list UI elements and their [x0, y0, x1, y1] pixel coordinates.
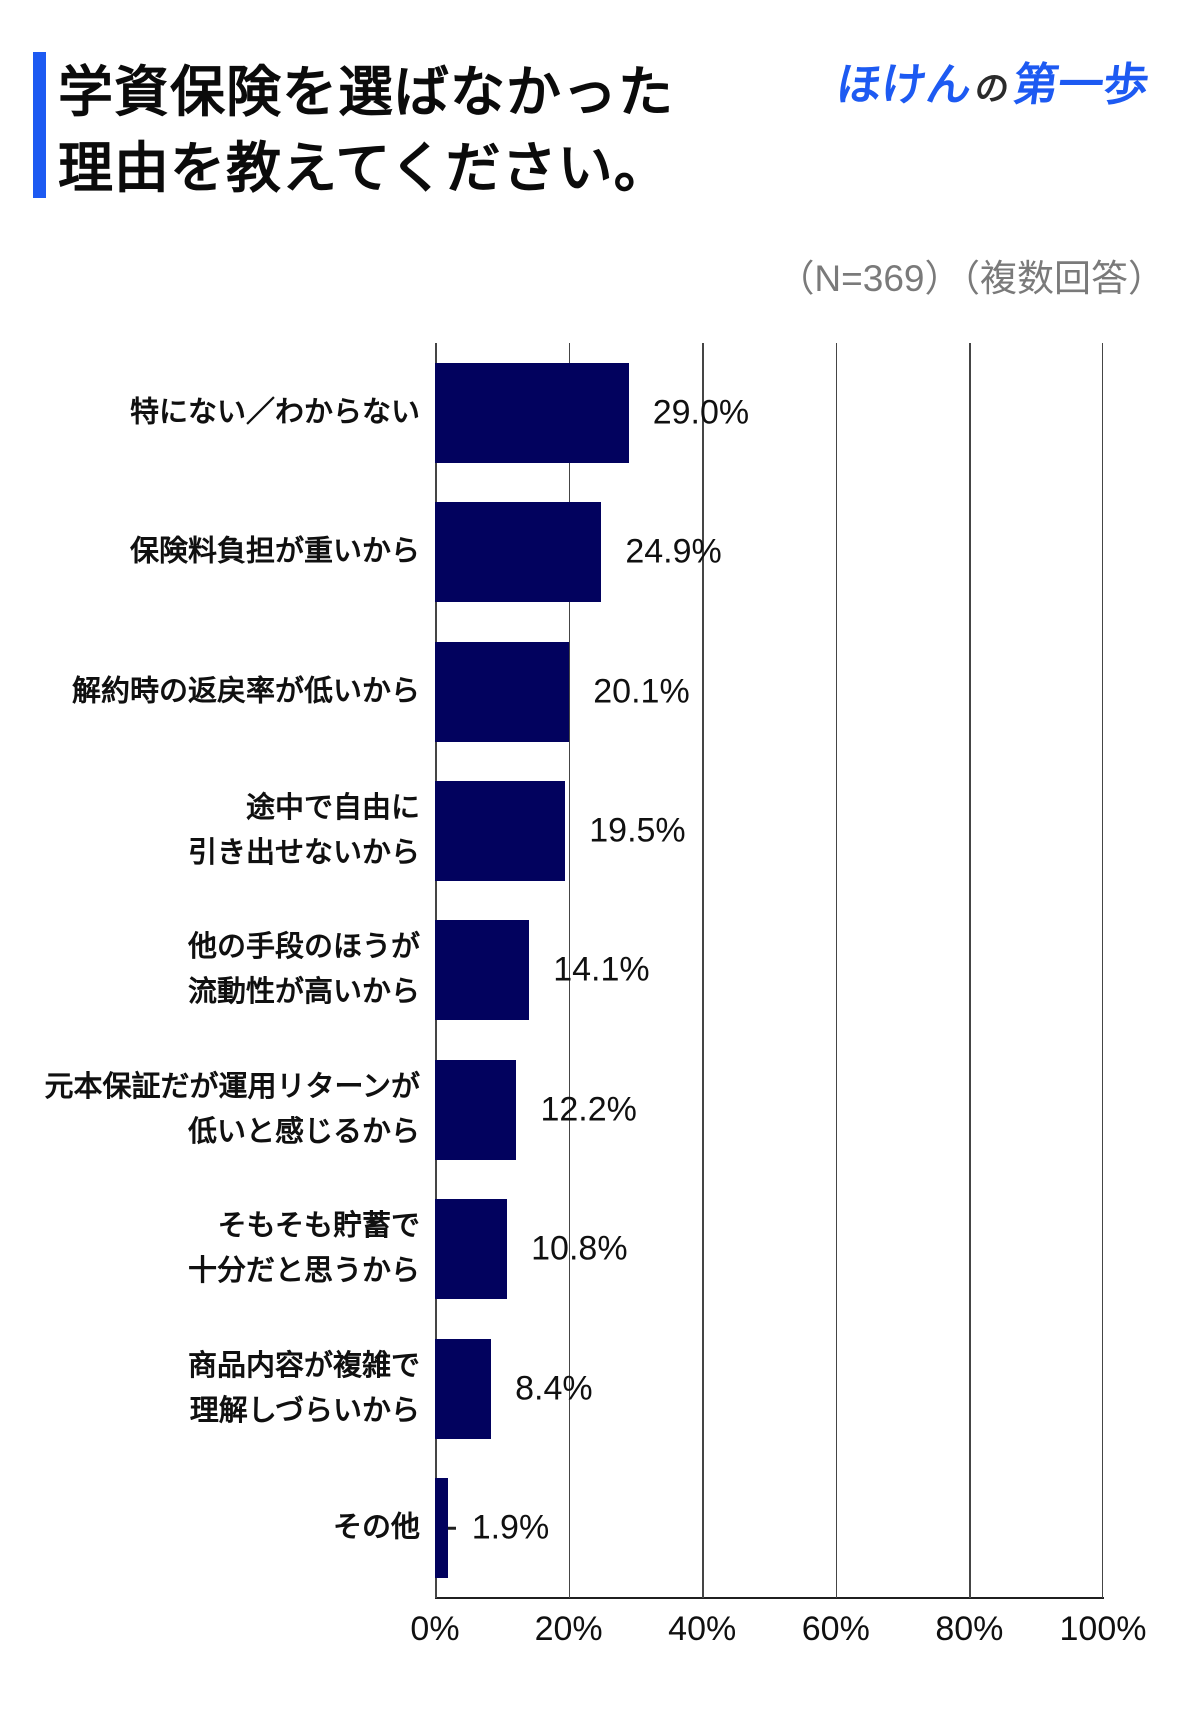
value-label: 29.0%	[652, 393, 750, 432]
gridline	[702, 343, 704, 1598]
value-label: 10.8%	[531, 1229, 628, 1268]
logo-text-daiippo: 第一歩	[1010, 59, 1152, 110]
page-title: 学資保険を選ばなかった 理由を教えてください。	[58, 54, 674, 206]
category-label: 保険料負担が重いから	[129, 535, 420, 568]
bar-row: 24.9% 保険料負担が重いから	[130, 482, 1103, 621]
gridline	[1101, 343, 1103, 1598]
category-label: 解約時の返戻率が低いから	[71, 675, 420, 708]
category-label: その他	[332, 1511, 420, 1544]
plot-area: 29.0% 特にない／わからない 24.9% 保険料負担が重いから 20.1% 解約時の返…	[44, 343, 1104, 1599]
x-tick-label: 60%	[801, 1610, 870, 1648]
x-tick-label: 80%	[935, 1610, 1004, 1648]
bar	[435, 781, 566, 882]
brand-logo: ほけん の 第一歩	[833, 48, 1153, 113]
category-label: 他の手段のほうが 流動性が高いから	[187, 931, 420, 1009]
category-label: そもそも貯蓄で 十分だと思うから	[187, 1210, 420, 1288]
value-label: 1.9%	[471, 1508, 550, 1547]
gridline	[568, 343, 571, 1598]
category-label: 特にない／わからない	[129, 396, 420, 429]
x-tick-label: 20%	[534, 1610, 603, 1648]
gridline	[969, 343, 971, 1598]
bar	[435, 920, 530, 1021]
bar	[435, 1478, 448, 1579]
survey-note: （N=369）（複数回答）	[777, 258, 1165, 299]
logo-text-hoken: ほけん	[833, 59, 975, 110]
bar	[435, 1059, 517, 1160]
bar	[435, 362, 629, 463]
bar	[435, 641, 570, 742]
bar-row: 29.0% 特にない／わからない	[130, 343, 1103, 482]
bar	[435, 1199, 508, 1300]
bar-row: 12.2% 元本保証だが運用リターンが 低いと感じるから	[44, 1040, 1103, 1179]
category-label: 商品内容が複雑で 理解しづらいから	[187, 1349, 420, 1427]
bar	[435, 1338, 492, 1439]
bar-row: 10.8% そもそも貯蓄で 十分だと思うから	[188, 1180, 1103, 1319]
value-label: 24.9%	[625, 532, 722, 571]
value-label: 20.1%	[593, 672, 690, 711]
bar-row: 8.4% 商品内容が複雑で 理解しづらいから	[188, 1319, 1103, 1458]
value-label: 12.2%	[540, 1090, 637, 1129]
category-label: 元本保証だが運用リターンが 低いと感じるから	[44, 1070, 420, 1148]
value-label: 19.5%	[589, 811, 686, 850]
value-label: 8.4%	[515, 1369, 593, 1408]
title-line-2: 理由を教えてください。	[58, 137, 670, 199]
title-line-1: 学資保険を選ばなかった	[58, 61, 675, 123]
value-label: 14.1%	[553, 950, 650, 989]
bar-row: 14.1% 他の手段のほうが 流動性が高いから	[188, 901, 1103, 1040]
x-tick-label: 40%	[668, 1610, 737, 1648]
bar	[435, 502, 602, 603]
bar-row: 19.5% 途中で自由に 引き出せないから	[188, 761, 1103, 900]
title-accent-bar	[33, 52, 46, 198]
gridline	[835, 343, 838, 1598]
x-axis-line	[435, 1597, 1104, 1599]
logo-text-no: の	[972, 70, 1012, 108]
bar-row: 1.9% その他	[333, 1459, 1103, 1598]
x-tick-label: 100%	[1059, 1610, 1147, 1648]
x-axis-labels: 0% 20% 40% 60% 80% 100%	[410, 1610, 1146, 1650]
bar-row: 20.1% 解約時の返戻率が低いから	[72, 622, 1103, 761]
category-label: 途中で自由に 引き出せないから	[187, 792, 420, 870]
x-tick-label: 0%	[410, 1610, 460, 1648]
